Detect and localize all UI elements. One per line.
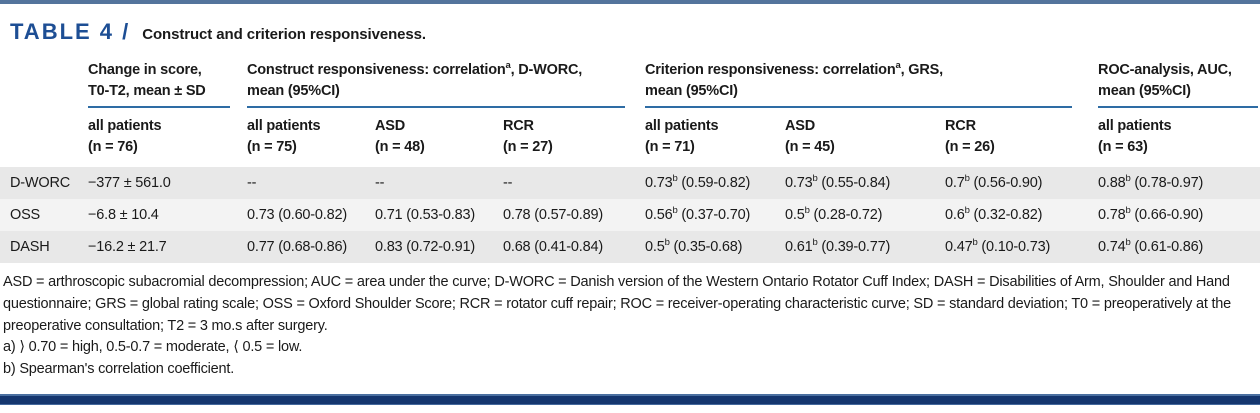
sub-header-row: all patients (n = 76) all patients (n = 75)… — [0, 108, 1260, 167]
column-header: RCR (n = 27) — [503, 118, 553, 156]
row-label: DASH — [10, 239, 50, 256]
table-cell: −16.2 ± 21.7 — [88, 239, 167, 256]
table-cell: 0.56b (0.37-0.70) — [645, 205, 751, 224]
footnotes: ASD = arthroscopic subacromial decompres… — [3, 272, 1252, 381]
table-cell: 0.68 (0.41-0.84) — [503, 239, 603, 256]
top-rule — [0, 0, 1260, 4]
table-title-bar: TABLE 4 / Construct and criterion respon… — [0, 4, 1260, 54]
table-cell: 0.78b (0.66-0.90) — [1098, 205, 1204, 224]
column-header: all patients (n = 63) — [1098, 118, 1172, 156]
table-row: D-WORC −377 ± 561.0 -- -- -- 0.73b (0.59-0.82… — [0, 167, 1260, 200]
table-cell: 0.74b (0.61-0.86) — [1098, 237, 1204, 256]
column-header: ASD (n = 45) — [785, 118, 835, 156]
table-cell: 0.47b (0.10-0.73) — [945, 237, 1051, 256]
table-body: D-WORC −377 ± 561.0 -- -- -- 0.73b (0.59-0.82… — [0, 167, 1260, 264]
table-cell: 0.88b (0.78-0.97) — [1098, 173, 1204, 192]
group-header: ROC-analysis, AUC, mean (95%CI) — [1098, 54, 1260, 109]
table-cell: 0.73b (0.55-0.84) — [785, 173, 891, 192]
corner-cell — [0, 108, 88, 167]
table-cell: 0.83 (0.72-0.91) — [375, 239, 475, 256]
table-cell: 0.7b (0.56-0.90) — [945, 173, 1043, 192]
column-header: all patients (n = 71) — [645, 118, 719, 156]
bottom-rule — [0, 394, 1260, 405]
group-header-row: Change in score, T0-T2, mean ± SD Construc… — [0, 54, 1260, 109]
table-cell: -- — [247, 175, 257, 192]
group-header: Construct responsiveness: correlationa, … — [247, 54, 645, 109]
footnote-b: b) Spearman's correlation coefficient. — [3, 361, 235, 378]
column-header: all patients (n = 75) — [247, 118, 321, 156]
row-label: OSS — [10, 207, 41, 224]
table-cell: 0.5b (0.28-0.72) — [785, 205, 883, 224]
table-cell: 0.5b (0.35-0.68) — [645, 237, 743, 256]
table-cell: -- — [375, 175, 385, 192]
table-number-label: TABLE 4 / — [10, 19, 131, 44]
group-header: Change in score, T0-T2, mean ± SD — [88, 54, 247, 109]
table-row: DASH −16.2 ± 21.7 0.77 (0.68-0.86) 0.83 (0.… — [0, 231, 1260, 264]
group-header: Criterion responsiveness: correlationa, … — [645, 54, 1098, 109]
column-header: ASD (n = 48) — [375, 118, 425, 156]
table-cell: −377 ± 561.0 — [88, 175, 171, 192]
table-cell: −6.8 ± 10.4 — [88, 207, 159, 224]
table-cell: 0.77 (0.68-0.86) — [247, 239, 347, 256]
row-label: D-WORC — [10, 175, 71, 192]
footnote-abbreviations: ASD = arthroscopic subacromial decompres… — [3, 274, 1232, 334]
footnote-a: a) ⟩ 0.70 = high, 0.5-0.7 = moderate, ⟨ … — [3, 339, 303, 356]
table-cell: -- — [503, 175, 513, 192]
table-row: OSS −6.8 ± 10.4 0.73 (0.60-0.82) 0.71 (0.53… — [0, 199, 1260, 232]
responsiveness-table: Change in score, T0-T2, mean ± SD Construc… — [0, 54, 1260, 264]
table-cell: 0.6b (0.32-0.82) — [945, 205, 1043, 224]
corner-cell — [0, 54, 88, 108]
column-header: all patients (n = 76) — [88, 118, 162, 156]
table-cell: 0.71 (0.53-0.83) — [375, 207, 475, 224]
table-cell: 0.73 (0.60-0.82) — [247, 207, 347, 224]
table-cell: 0.73b (0.59-0.82) — [645, 173, 751, 192]
table-cell: 0.78 (0.57-0.89) — [503, 207, 603, 224]
table-cell: 0.61b (0.39-0.77) — [785, 237, 891, 256]
table-title: Construct and criterion responsiveness. — [142, 26, 426, 43]
column-header: RCR (n = 26) — [945, 118, 995, 156]
